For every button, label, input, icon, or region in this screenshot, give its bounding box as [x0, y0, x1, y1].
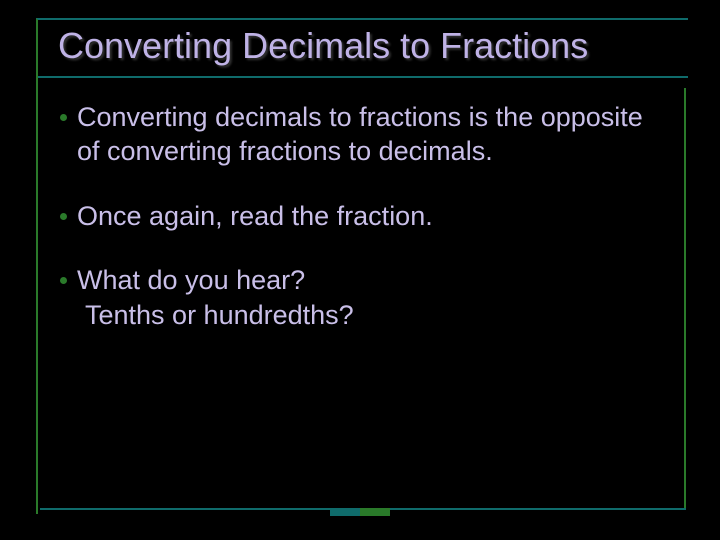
bullet-text: Once again, read the fraction. [77, 199, 433, 234]
bullet-item: What do you hear? Tenths or hundredths? [60, 263, 660, 332]
bullet-item: Once again, read the fraction. [60, 199, 660, 234]
bullet-subline: Tenths or hundredths? [77, 298, 354, 333]
bottom-tick-icon [330, 508, 390, 516]
slide-frame: Converting Decimals to Fractions Convert… [36, 18, 688, 514]
bullet-dot-icon [60, 277, 67, 284]
bullet-text: What do you hear? Tenths or hundredths? [77, 263, 354, 332]
bullet-dot-icon [60, 213, 67, 220]
bullet-dot-icon [60, 114, 67, 121]
title-box: Converting Decimals to Fractions [38, 20, 688, 78]
slide: Converting Decimals to Fractions Convert… [0, 0, 720, 540]
bullet-text: Converting decimals to fractions is the … [77, 100, 660, 169]
tick-right [360, 508, 390, 516]
slide-title: Converting Decimals to Fractions [58, 26, 668, 66]
frame-border-right [684, 88, 686, 510]
bullet-item: Converting decimals to fractions is the … [60, 100, 660, 169]
content-area: Converting decimals to fractions is the … [38, 78, 688, 333]
bullet-line: What do you hear? [77, 265, 305, 295]
tick-left [330, 508, 360, 516]
